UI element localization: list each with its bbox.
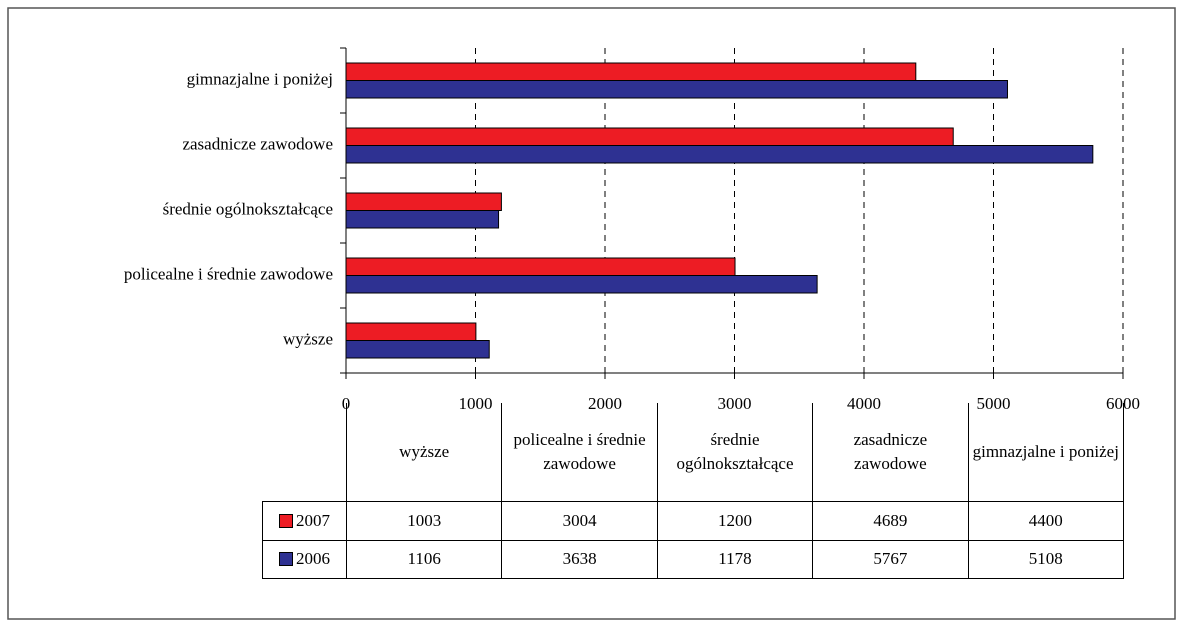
- table-value: 3004: [501, 501, 658, 541]
- table-value: 4689: [812, 501, 969, 541]
- bar: [345, 322, 477, 341]
- bar: [345, 145, 1094, 164]
- table-legend: 2007: [262, 501, 347, 541]
- bar: [345, 127, 954, 146]
- x-tick-label: 4000: [847, 394, 881, 413]
- table-legend: 2006: [262, 539, 347, 579]
- table-value: 1200: [656, 501, 814, 541]
- table-header: zasadnicze zawodowe: [812, 403, 969, 502]
- table-header: gimnazjalne i poniżej: [967, 403, 1124, 502]
- x-tick-label: 2000: [588, 394, 622, 413]
- y-tick-label: gimnazjalne i poniżej: [187, 69, 333, 88]
- y-tick-label: wyższe: [283, 329, 333, 348]
- bar: [345, 275, 818, 294]
- bar: [345, 340, 490, 359]
- y-tick-label: policealne i średnie zawodowe: [124, 264, 333, 283]
- table-header: wyższe: [346, 403, 503, 502]
- table-value: 5767: [812, 539, 969, 579]
- table-value: 3638: [501, 539, 658, 579]
- legend-label: 2007: [296, 510, 330, 530]
- legend-key: [279, 552, 293, 567]
- bar: [345, 192, 502, 211]
- chart-frame: [7, 7, 1176, 620]
- bar: [345, 210, 500, 229]
- x-tick-label: 1000: [459, 394, 493, 413]
- table-header: średnie ogólnokształcące: [656, 403, 814, 502]
- table-value: 4400: [967, 501, 1124, 541]
- table-value: 1106: [346, 539, 503, 579]
- table-header: policealne i średnie zawodowe: [501, 403, 658, 502]
- bar: [345, 80, 1008, 99]
- x-tick-label: 5000: [977, 394, 1011, 413]
- table-value: 1003: [346, 501, 503, 541]
- y-tick-label: średnie ogólnokształcące: [163, 199, 333, 218]
- bar: [345, 62, 917, 81]
- legend-key: [279, 513, 293, 528]
- bar: [345, 257, 736, 276]
- legend-label: 2006: [296, 549, 330, 569]
- table-value: 5108: [967, 539, 1124, 579]
- y-tick-label: zasadnicze zawodowe: [182, 134, 333, 153]
- table-value: 1178: [656, 539, 814, 579]
- x-tick-label: 3000: [718, 394, 752, 413]
